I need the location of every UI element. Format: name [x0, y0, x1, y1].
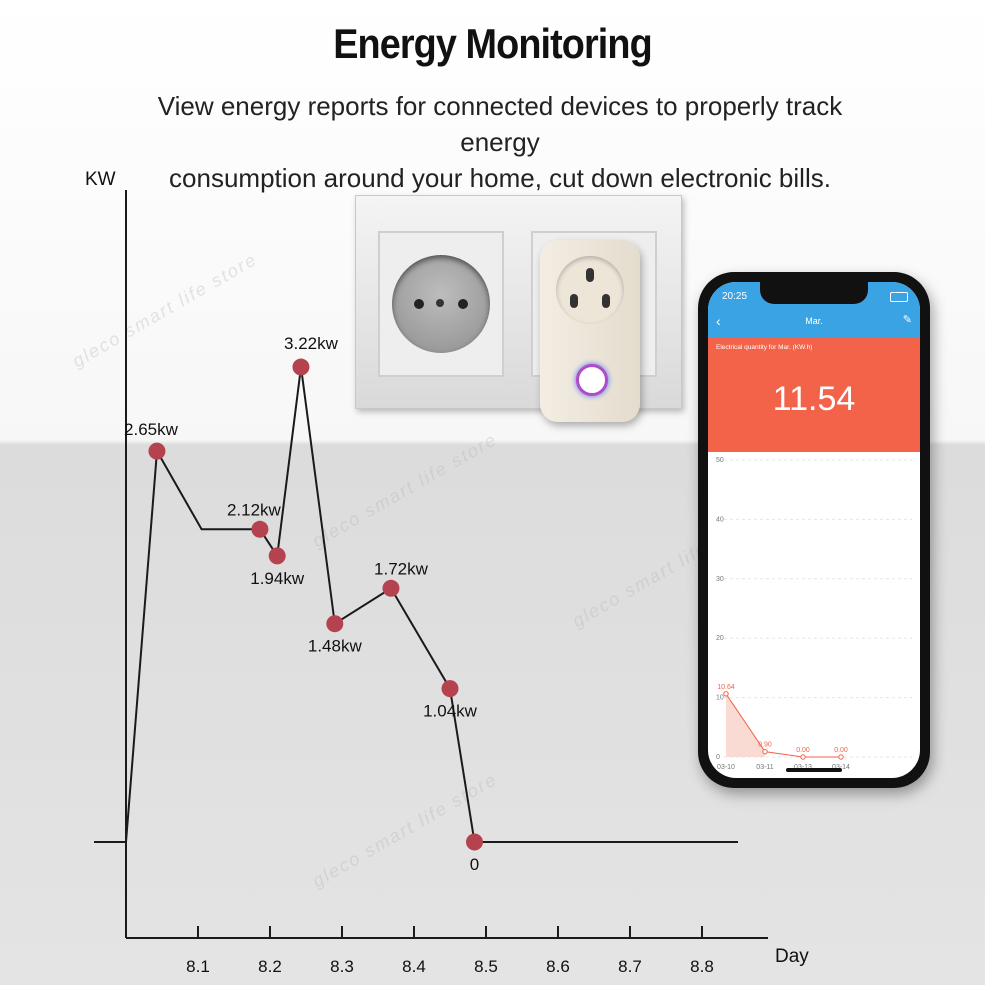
data-label: 1.94kw	[250, 569, 305, 588]
plug-hole	[570, 294, 578, 308]
x-tick-label: 8.8	[690, 957, 714, 976]
area-fill	[726, 693, 765, 757]
y-tick-label: 0	[716, 754, 720, 761]
y-tick-label: 40	[716, 516, 724, 523]
data-point-marker	[441, 680, 459, 698]
area-series-line	[725, 693, 841, 758]
data-label: 2.65kw	[124, 420, 179, 439]
area-category-label: 03-10	[717, 764, 735, 771]
socket-hole	[414, 299, 424, 309]
data-point-marker	[148, 442, 166, 460]
total-label: Electrical quantity for Mar. (KW.h)	[716, 344, 813, 351]
back-chevron-icon[interactable]: ‹	[716, 313, 721, 329]
x-tick-label: 8.5	[474, 957, 498, 976]
x-axis-label: Day	[775, 946, 809, 967]
area-point	[762, 748, 768, 755]
area-category-label: 03-13	[794, 764, 812, 771]
y-tick-label: 30	[716, 576, 724, 583]
x-tick-label: 8.7	[618, 957, 642, 976]
area-point	[723, 691, 729, 697]
total-value: 11.54	[772, 380, 856, 418]
area-category-label: 03-14	[832, 764, 850, 771]
area-point	[838, 754, 844, 760]
x-tick-label: 8.1	[186, 957, 210, 976]
data-point-marker	[251, 520, 269, 538]
phone-screen: 20:25 ‹ Mar. ✎ Electrical quantity for M…	[708, 282, 920, 778]
schuko-socket	[392, 255, 490, 353]
app-nav-bar: ‹ Mar. ✎	[708, 306, 920, 338]
power-button-icon	[576, 364, 608, 396]
x-tick-label: 8.6	[546, 957, 570, 976]
area-category-label: 03-11	[756, 764, 773, 771]
y-tick-label: 10	[716, 695, 724, 702]
monthly-total-panel: Electrical quantity for Mar. (KW.h) 11.5…	[708, 338, 920, 452]
plug-hole	[602, 294, 610, 308]
plug-hole	[586, 268, 594, 282]
edit-pencil-icon[interactable]: ✎	[902, 314, 912, 326]
y-tick-label: 20	[716, 635, 724, 642]
area-value-label: 0.90	[758, 742, 772, 749]
x-tick-label: 8.3	[330, 957, 354, 976]
subtitle-line-2: consumption around your home, cut down e…	[169, 163, 831, 193]
data-point-marker	[465, 833, 483, 851]
x-tick-label: 8.4	[402, 957, 426, 976]
nav-title: Mar.	[805, 316, 823, 326]
smartphone: 20:25 ‹ Mar. ✎ Electrical quantity for M…	[698, 272, 930, 788]
page-title: Energy Monitoring	[333, 20, 653, 67]
socket-hole	[458, 299, 468, 309]
home-indicator	[786, 768, 842, 772]
x-tick-label: 8.2	[258, 957, 282, 976]
plug-face	[556, 256, 624, 324]
data-point-marker	[326, 615, 344, 633]
data-label: 3.22kw	[284, 334, 339, 353]
subtitle-line-1: View energy reports for connected device…	[157, 91, 843, 157]
socket-frame	[378, 231, 504, 377]
status-time: 20:25	[722, 291, 748, 302]
data-point-marker	[268, 547, 286, 565]
data-label: 1.48kw	[308, 637, 363, 656]
area-value-label: 10.64	[717, 684, 735, 691]
data-point-marker	[292, 358, 310, 376]
area-point	[800, 754, 806, 760]
area-value-label: 0.00	[796, 747, 810, 754]
y-axis-label: KW	[85, 169, 116, 190]
y-tick-label: 50	[716, 457, 724, 464]
phone-notch	[760, 282, 868, 304]
data-label: 1.72kw	[374, 559, 429, 578]
data-label: 2.12kw	[227, 500, 282, 519]
data-label: 0	[470, 855, 479, 874]
smart-plug	[540, 240, 640, 422]
data-label: 1.04kw	[423, 702, 478, 721]
battery-icon	[890, 292, 908, 302]
data-point-marker	[382, 579, 400, 597]
area-value-label: 0.00	[834, 747, 848, 754]
socket-hole	[436, 299, 444, 307]
daily-energy-area-chart: 50 40 30 20 10 0 10.64 03-10 0.90 03-11 0.00 03-13…	[716, 457, 912, 771]
page-subtitle: View energy reports for connected device…	[120, 88, 880, 196]
kw-series-line	[125, 366, 738, 843]
